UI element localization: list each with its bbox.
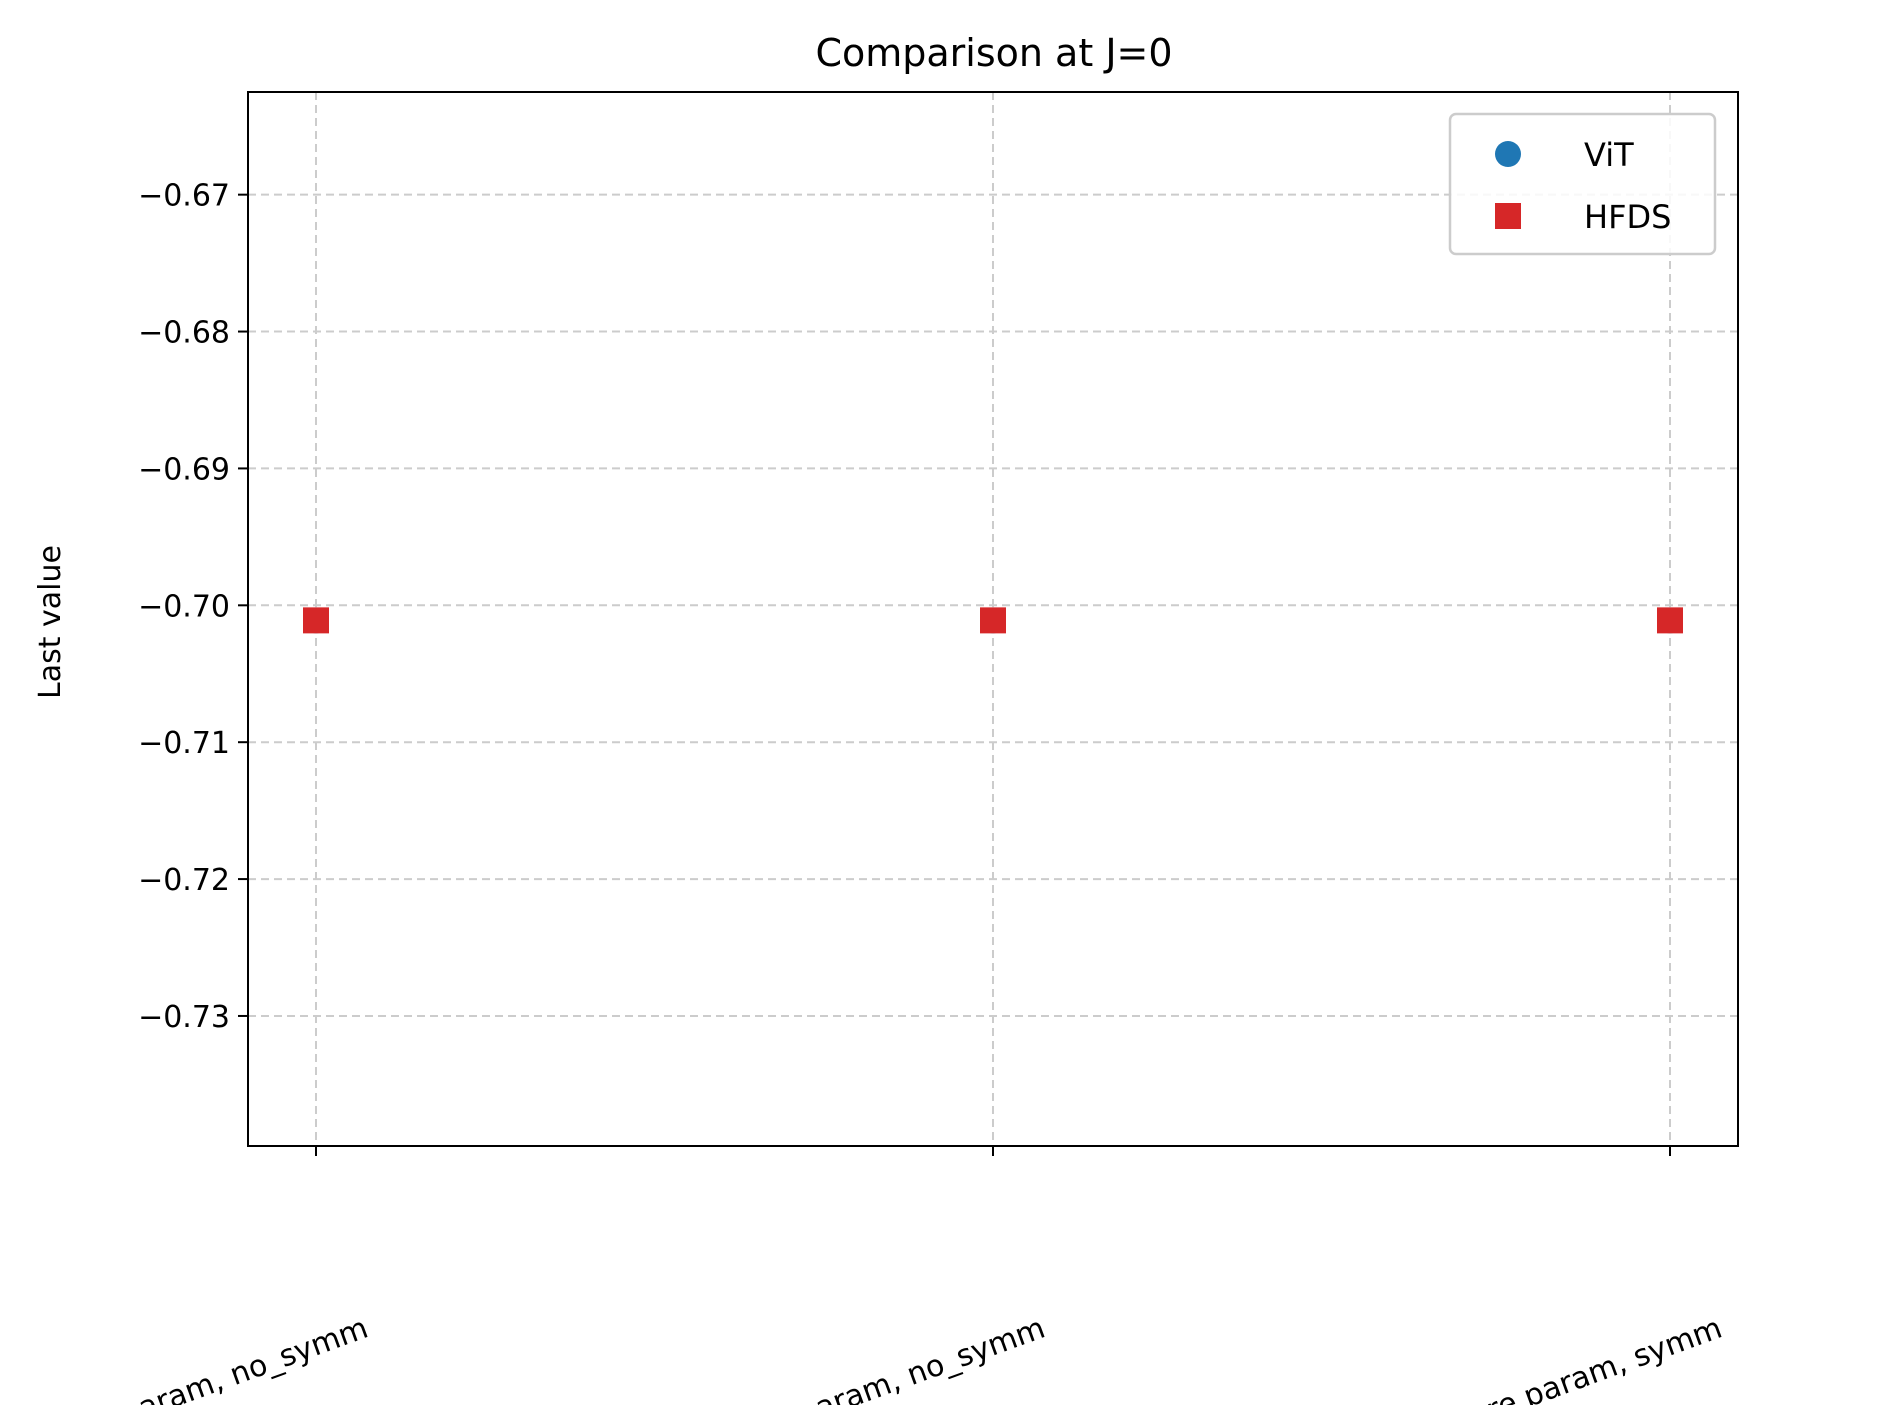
data-points bbox=[303, 607, 1683, 634]
y-tick-label: −0.71 bbox=[138, 726, 230, 761]
legend-label-vit: ViT bbox=[1584, 136, 1634, 174]
legend-box bbox=[1448, 112, 1717, 256]
chart-title: Comparison at J=0 bbox=[815, 31, 1172, 75]
y-axis-label: Last value bbox=[33, 545, 68, 699]
y-tick-label: −0.68 bbox=[138, 316, 230, 351]
legend: ViT HFDS bbox=[1448, 112, 1717, 256]
legend-label-hfds: HFDS bbox=[1584, 198, 1671, 236]
y-tick-label: −0.73 bbox=[138, 1000, 230, 1035]
hfds-point bbox=[980, 607, 1006, 634]
hfds-point bbox=[303, 607, 329, 634]
legend-marker-vit bbox=[1495, 141, 1521, 167]
hfds-point bbox=[1657, 607, 1683, 634]
y-tick-label: −0.69 bbox=[138, 452, 230, 487]
legend-marker-hfds bbox=[1495, 203, 1521, 229]
y-tick-label: −0.72 bbox=[138, 863, 230, 898]
y-tick-label: −0.70 bbox=[138, 589, 230, 624]
y-tick-label: −0.67 bbox=[138, 179, 230, 214]
